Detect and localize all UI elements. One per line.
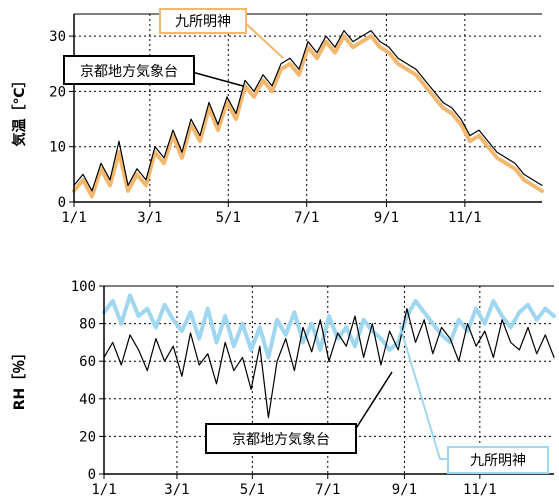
callout-text: 京都地方気象台 [232, 432, 330, 448]
x-tick-label: 3/1 [137, 210, 162, 226]
x-tick-label: 11/1 [463, 482, 497, 498]
x-tick-label: 11/1 [448, 210, 482, 226]
y-tick-label: 10 [49, 140, 66, 156]
callout-leader [354, 371, 393, 431]
humidity-y-tick-labels: 0 20 40 60 80 100 [71, 279, 96, 483]
temperature-y-axis-label: 気温［℃］ [11, 74, 28, 147]
humidity-series-kyoto [103, 308, 555, 419]
y-tick-label: 0 [88, 467, 96, 483]
x-tick-label: 1/1 [91, 482, 116, 498]
y-tick-label: 60 [79, 354, 96, 370]
x-tick-label: 9/1 [392, 482, 417, 498]
callout-box [205, 423, 357, 454]
series-line-kyoto [103, 308, 555, 419]
y-tick-label: 80 [79, 317, 96, 333]
callout-text: 京都地方気象台 [80, 64, 178, 80]
temperature-y-tick-labels: 0 10 20 30 [49, 29, 66, 211]
y-tick-label: 100 [71, 279, 96, 295]
x-tick-label: 1/1 [61, 210, 86, 226]
humidity-callout-kyoto: 京都地方気象台 [205, 371, 393, 454]
temperature-chart: 0 10 20 30 1/1 3/1 5/1 7/1 9/1 11/1 気温［℃］ 九所明神 京… [11, 8, 544, 226]
series-line-kyoto [73, 30, 543, 192]
x-tick-label: 5/1 [240, 482, 265, 498]
series-line-kusho [72, 34, 544, 199]
x-tick-label: 7/1 [294, 210, 319, 226]
callout-box [63, 55, 195, 85]
y-tick-label: 40 [79, 392, 96, 408]
x-tick-label: 3/1 [164, 482, 189, 498]
temperature-axes [69, 13, 542, 207]
temperature-x-tick-labels: 1/1 3/1 5/1 7/1 9/1 11/1 [61, 210, 481, 226]
y-tick-label: 20 [49, 84, 66, 100]
temperature-series-kusho [72, 34, 544, 199]
humidity-callout-kusho: 九所明神 [399, 325, 549, 474]
callout-box [447, 446, 549, 474]
x-tick-label: 7/1 [315, 482, 340, 498]
x-tick-label: 9/1 [374, 210, 399, 226]
callout-text: 九所明神 [470, 453, 526, 469]
callout-box [159, 8, 247, 34]
temperature-callout-kyoto: 京都地方気象台 [63, 55, 244, 87]
callout-leader [399, 325, 448, 460]
y-tick-label: 20 [79, 429, 96, 445]
x-tick-label: 5/1 [216, 210, 241, 226]
humidity-series-kusho [102, 293, 556, 360]
humidity-y-axis-label: RH［％］ [11, 346, 28, 411]
temperature-series-kyoto [73, 30, 543, 192]
callout-leader [191, 71, 244, 87]
callout-leader [241, 19, 284, 59]
y-tick-label: 30 [49, 29, 66, 45]
humidity-x-tick-labels: 1/1 3/1 5/1 7/1 9/1 11/1 [91, 482, 496, 498]
series-line-kusho [102, 293, 556, 360]
y-tick-label: 0 [58, 195, 66, 211]
callout-text: 九所明神 [175, 14, 231, 30]
temperature-callout-kusho: 九所明神 [159, 8, 284, 59]
humidity-chart: 0 20 40 60 80 100 1/1 3/1 5/1 7/1 9/1 11/1 RH［％］ 京… [11, 279, 556, 498]
